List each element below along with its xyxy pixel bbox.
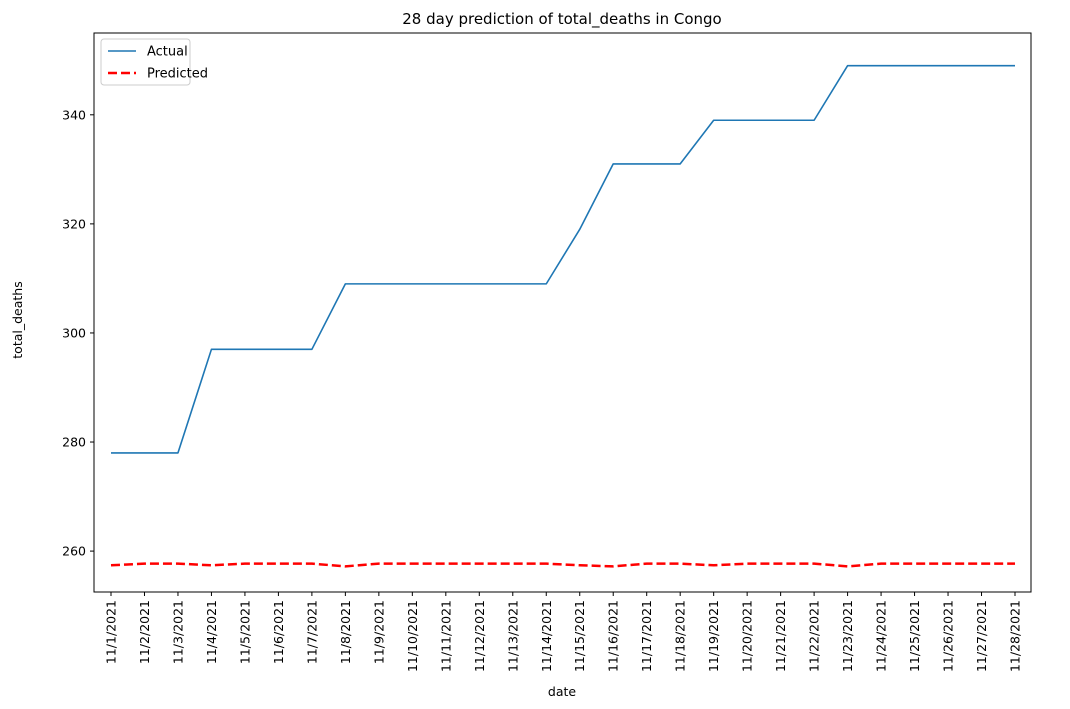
series-line-predicted xyxy=(110,562,1015,568)
x-tick-label: 11/13/2021 xyxy=(505,600,520,672)
x-axis-label: date xyxy=(548,684,576,699)
x-tick-label: 11/5/2021 xyxy=(237,600,252,664)
x-tick-label: 11/14/2021 xyxy=(539,600,554,672)
x-tick-label: 11/24/2021 xyxy=(874,600,889,672)
x-tick-label: 11/12/2021 xyxy=(472,600,487,672)
x-tick-label: 11/23/2021 xyxy=(840,600,855,672)
plot-frame xyxy=(93,32,1032,593)
y-tick-label: 260 xyxy=(62,544,86,559)
y-tick-label: 300 xyxy=(62,325,86,340)
x-tick-label: 11/3/2021 xyxy=(170,600,185,664)
x-tick-label: 11/25/2021 xyxy=(907,600,922,672)
x-tick-label: 11/10/2021 xyxy=(405,600,420,672)
x-tick-label: 11/22/2021 xyxy=(807,600,822,672)
series-layer xyxy=(110,64,1015,568)
x-tick-label: 11/20/2021 xyxy=(740,600,755,672)
legend: Actual Predicted xyxy=(100,38,208,86)
x-tick-label: 11/11/2021 xyxy=(438,600,453,672)
x-tick-label: 11/26/2021 xyxy=(941,600,956,672)
x-tick-label: 11/1/2021 xyxy=(104,600,119,664)
x-tick-label: 11/18/2021 xyxy=(673,600,688,672)
y-tick-label: 320 xyxy=(62,216,86,231)
x-tick-label: 11/8/2021 xyxy=(338,600,353,664)
legend-label-predicted: Predicted xyxy=(147,67,208,82)
x-axis-ticks: 11/1/2021 11/2/2021 11/3/2021 11/4/2021 11/5… xyxy=(104,592,1023,672)
x-tick-label: 11/17/2021 xyxy=(639,600,654,672)
y-axis-label: total_deaths xyxy=(10,281,25,358)
x-tick-label: 11/27/2021 xyxy=(974,600,989,672)
y-axis-ticks: 260 280 300 320 340 xyxy=(62,107,94,559)
x-tick-label: 11/15/2021 xyxy=(572,600,587,672)
x-tick-label: 11/2/2021 xyxy=(137,600,152,664)
x-tick-label: 11/6/2021 xyxy=(271,600,286,664)
x-tick-label: 11/16/2021 xyxy=(606,600,621,672)
x-tick-label: 11/4/2021 xyxy=(204,600,219,664)
y-tick-label: 340 xyxy=(62,107,86,122)
x-tick-label: 11/19/2021 xyxy=(706,600,721,672)
y-tick-label: 280 xyxy=(62,435,86,450)
x-tick-label: 11/21/2021 xyxy=(773,600,788,672)
x-tick-label: 11/7/2021 xyxy=(304,600,319,664)
x-tick-label: 11/28/2021 xyxy=(1008,600,1023,672)
chart-title: 28 day prediction of total_deaths in Con… xyxy=(402,10,721,29)
legend-label-actual: Actual xyxy=(147,45,188,60)
series-line-actual xyxy=(111,64,1015,454)
x-tick-label: 11/9/2021 xyxy=(371,600,386,664)
